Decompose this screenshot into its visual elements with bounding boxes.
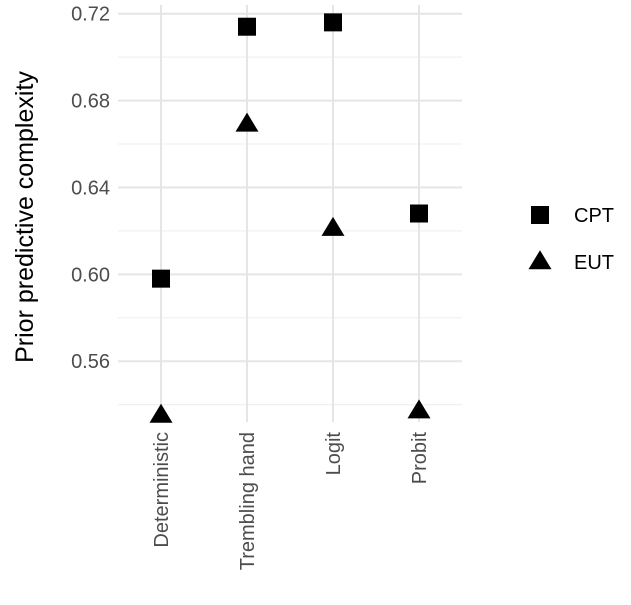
- eut-point-deterministic: [149, 403, 173, 423]
- x-axis-tick-labels: Deterministic Trembling hand Logit Probit: [151, 432, 431, 571]
- cpt-point-probit: [410, 204, 428, 223]
- minor-gridlines: [118, 56, 462, 406]
- cpt-point-deterministic: [152, 269, 170, 288]
- eut-point-trembling-hand: [235, 112, 259, 132]
- y-axis-tick-labels: 0.56 0.60 0.64 0.68 0.72: [71, 4, 110, 374]
- eut-point-logit: [321, 216, 345, 236]
- legend: CPT EUT: [528, 205, 614, 274]
- x-tick-label: Probit: [409, 432, 431, 485]
- y-axis-title: Prior predictive complexity: [11, 71, 39, 363]
- cpt-point-logit: [324, 13, 342, 32]
- x-tick-label: Deterministic: [151, 432, 173, 548]
- y-tick-label: 0.64: [71, 177, 110, 199]
- y-tick-label: 0.68: [71, 91, 110, 113]
- x-tick-label: Trembling hand: [237, 432, 259, 570]
- cpt-point-trembling-hand: [238, 17, 256, 36]
- legend-label-eut: EUT: [574, 252, 614, 274]
- y-tick-label: 0.60: [71, 264, 110, 286]
- legend-key-cpt: [531, 206, 549, 224]
- y-tick-label: 0.72: [71, 4, 110, 26]
- x-tick-label: Logit: [323, 432, 345, 476]
- eut-point-probit: [407, 399, 431, 419]
- legend-key-eut: [528, 250, 552, 270]
- legend-label-cpt: CPT: [574, 205, 614, 227]
- data-points: [149, 13, 431, 423]
- y-tick-label: 0.56: [71, 351, 110, 373]
